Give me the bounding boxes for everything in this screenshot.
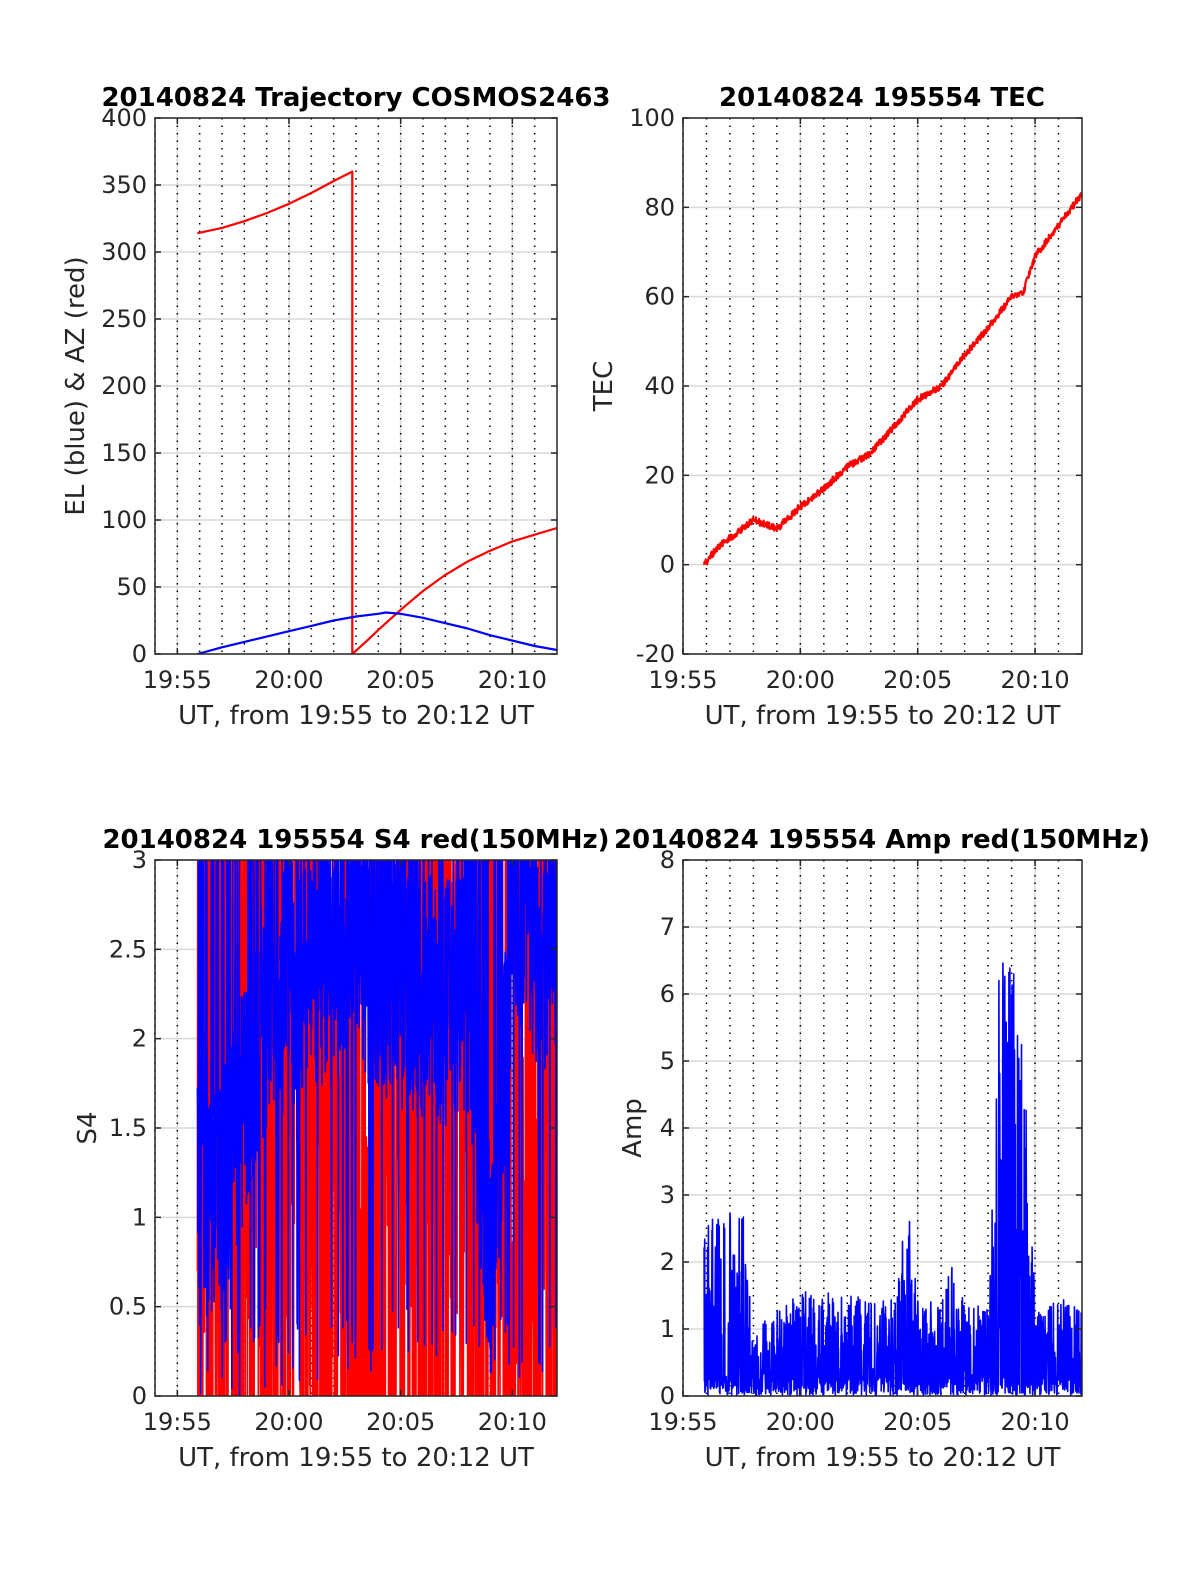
x-axis-label: UT, from 19:55 to 20:12 UT <box>705 701 1061 731</box>
series-line-1 <box>196 860 557 1396</box>
x-axis-label: UT, from 19:55 to 20:12 UT <box>705 1443 1061 1473</box>
y-tick-label: 0 <box>660 551 675 579</box>
y-tick-label: 1 <box>660 1315 675 1343</box>
y-tick-label: 50 <box>116 573 147 601</box>
y-axis-label: Amp <box>618 1098 648 1158</box>
x-tick-label: 20:10 <box>1000 666 1069 694</box>
y-tick-label: 5 <box>660 1047 675 1075</box>
y-tick-label: 2 <box>132 1025 147 1053</box>
y-tick-label: 400 <box>101 104 147 132</box>
y-tick-label: 0 <box>132 640 147 668</box>
y-tick-label: 3 <box>132 846 147 874</box>
y-tick-label: 8 <box>660 846 675 874</box>
chart-title: 20140824 Trajectory COSMOS2463 <box>101 83 610 113</box>
x-tick-label: 20:00 <box>766 1408 835 1436</box>
y-tick-label: 1.5 <box>109 1114 147 1142</box>
plot-area <box>196 860 557 1396</box>
y-axis-label: EL (blue) & AZ (red) <box>61 256 91 515</box>
y-tick-label: 80 <box>644 193 675 221</box>
y-tick-label: 0.5 <box>109 1293 147 1321</box>
y-tick-label: 6 <box>660 980 675 1008</box>
plot-area <box>703 192 1082 566</box>
x-tick-label: 19:55 <box>648 1408 717 1436</box>
y-tick-label: 7 <box>660 913 675 941</box>
y-axis-label: TEC <box>589 361 619 412</box>
x-tick-label: 20:00 <box>254 1408 323 1436</box>
y-tick-label: 1 <box>132 1203 147 1231</box>
x-axis-label: UT, from 19:55 to 20:12 UT <box>178 1443 534 1473</box>
y-tick-label: 20 <box>644 461 675 489</box>
y-tick-label: 150 <box>101 439 147 467</box>
y-tick-label: 350 <box>101 171 147 199</box>
y-tick-label: 2 <box>660 1248 675 1276</box>
x-tick-label: 20:05 <box>883 666 952 694</box>
x-tick-label: 20:10 <box>478 1408 547 1436</box>
series-line-0 <box>703 192 1082 566</box>
x-tick-label: 20:10 <box>478 666 547 694</box>
y-axis-label: S4 <box>73 1111 103 1144</box>
trajectory-chart: 0 50 100 150 200 250 300 350 400 19:55 20:00 20:05 2… <box>61 83 611 731</box>
x-axis-label: UT, from 19:55 to 20:12 UT <box>178 701 534 731</box>
x-tick-label: 20:00 <box>254 666 323 694</box>
y-tick-label: 2.5 <box>109 935 147 963</box>
y-tick-label: 4 <box>660 1114 675 1142</box>
s4-chart: 0 0.5 1 1.5 2 2.5 3 19:55 20:00 20:05 20:10 2014082… <box>73 825 610 1473</box>
y-tick-label: 3 <box>660 1181 675 1209</box>
x-tick-label: 19:55 <box>143 666 212 694</box>
y-tick-label: 40 <box>644 372 675 400</box>
y-tick-label: -20 <box>636 640 675 668</box>
plot-area <box>703 962 1082 1396</box>
y-tick-label: 60 <box>644 283 675 311</box>
chart-title: 20140824 195554 TEC <box>719 83 1045 113</box>
y-tick-label: 0 <box>132 1382 147 1410</box>
x-tick-label: 19:55 <box>143 1408 212 1436</box>
y-tick-label: 200 <box>101 372 147 400</box>
plot-area <box>197 170 557 654</box>
series-line-0 <box>703 962 1082 1396</box>
x-tick-label: 20:05 <box>883 1408 952 1436</box>
y-tick-label: 100 <box>101 506 147 534</box>
x-tick-label: 20:10 <box>1000 1408 1069 1436</box>
tec-chart: -20 0 20 40 60 80 100 19:55 20:00 20:05 20:10 20140… <box>589 83 1083 731</box>
y-tick-label: 100 <box>629 104 675 132</box>
x-tick-label: 20:00 <box>766 666 835 694</box>
x-tick-label: 20:05 <box>366 1408 435 1436</box>
chart-title: 20140824 195554 S4 red(150MHz) <box>102 825 609 855</box>
x-tick-label: 19:55 <box>648 666 717 694</box>
y-tick-label: 300 <box>101 238 147 266</box>
x-tick-label: 20:05 <box>366 666 435 694</box>
amp-chart: 0 1 2 3 4 5 6 7 8 19:55 20:00 20:05 20:10 20140824 19… <box>614 825 1150 1473</box>
chart-title: 20140824 195554 Amp red(150MHz) <box>614 825 1150 855</box>
y-tick-label: 0 <box>660 1382 675 1410</box>
series-line-0 <box>197 170 557 654</box>
series-line-1 <box>197 611 557 654</box>
y-tick-label: 250 <box>101 305 147 333</box>
